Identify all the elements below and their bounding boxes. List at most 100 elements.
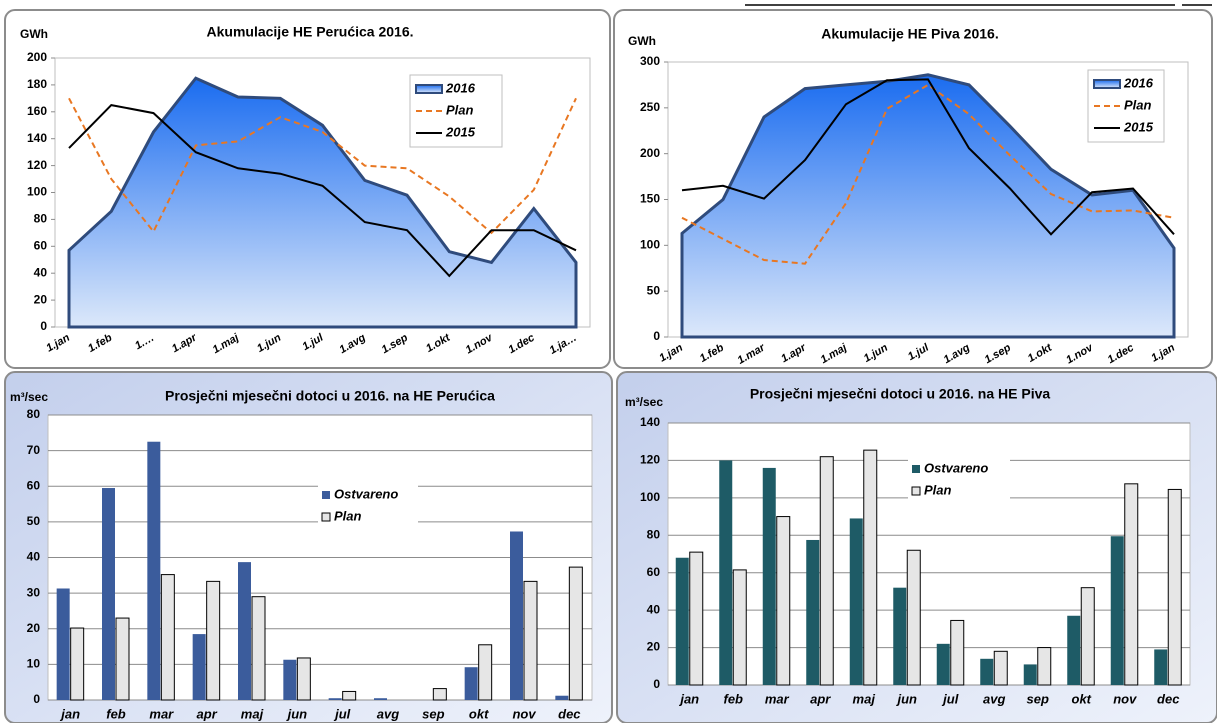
y-tick-label: 20	[27, 621, 41, 635]
bar	[1124, 483, 1139, 686]
x-tick-label: maj	[241, 706, 264, 721]
bar	[1080, 587, 1095, 686]
x-tick-label: okt	[469, 706, 489, 721]
x-tick-label: maj	[853, 691, 876, 706]
y-tick-label: 150	[640, 192, 660, 206]
y-tick-label: 80	[647, 527, 661, 541]
bar	[863, 449, 878, 686]
y-tick-label: 40	[34, 265, 48, 279]
legend-box	[318, 481, 418, 531]
bar	[342, 690, 357, 701]
y-tick-label: 200	[640, 146, 660, 160]
bar	[374, 698, 387, 700]
bar	[56, 588, 70, 700]
legend-box	[908, 455, 1010, 505]
bar	[115, 617, 130, 701]
bar	[523, 580, 538, 701]
bar	[192, 634, 206, 700]
bar	[251, 596, 266, 701]
x-tick-label: mar	[149, 706, 174, 721]
bar	[1154, 649, 1168, 685]
y-tick-label: 100	[640, 490, 660, 504]
y-axis-unit: m³/sec	[625, 395, 663, 409]
legend-label: Plan	[334, 508, 362, 523]
y-tick-label: 0	[33, 692, 40, 706]
bar	[70, 627, 85, 701]
legend-swatch	[415, 84, 443, 94]
x-tick-label: mar	[765, 691, 790, 706]
x-tick-label: nov	[1113, 691, 1137, 706]
y-axis-unit: m³/sec	[10, 390, 48, 404]
legend-label: Ostvareno	[334, 486, 398, 501]
chart-title: Akumulacije HE Perućica 2016.	[207, 24, 414, 40]
bar	[510, 531, 523, 700]
y-tick-label: 100	[640, 238, 660, 252]
legend-swatch	[321, 512, 331, 522]
y-tick-label: 0	[40, 319, 47, 333]
legend-label: 2016	[445, 80, 476, 95]
bar	[432, 688, 447, 701]
chart-title: Akumulacije HE Piva 2016.	[821, 26, 998, 42]
bar	[993, 650, 1008, 686]
bar	[478, 644, 493, 701]
y-tick-label: 300	[640, 54, 660, 68]
bar	[776, 516, 791, 686]
bar	[1167, 488, 1182, 686]
bar	[283, 659, 297, 700]
x-tick-label: jul	[941, 691, 959, 706]
bar	[936, 643, 950, 685]
y-tick-label: 0	[653, 677, 660, 691]
bar	[568, 566, 583, 701]
y-tick-label: 140	[640, 415, 660, 429]
y-tick-label: 80	[34, 212, 48, 226]
legend-label: 2015	[445, 124, 476, 139]
y-tick-label: 60	[27, 478, 41, 492]
line	[681, 78, 1175, 236]
y-tick-label: 120	[640, 453, 660, 467]
bar	[328, 698, 342, 700]
y-axis-unit: GWh	[20, 27, 48, 41]
bar	[1110, 536, 1124, 685]
bar	[950, 619, 965, 686]
bar	[849, 518, 863, 685]
x-tick-label: dec	[558, 706, 581, 721]
bar	[719, 460, 733, 685]
bar	[296, 657, 311, 701]
bar	[980, 658, 994, 685]
y-tick-label: 10	[27, 657, 41, 671]
x-tick-label: apr	[810, 691, 831, 706]
line	[681, 83, 1175, 265]
x-tick-label: sep	[422, 706, 444, 721]
y-tick-label: 60	[647, 565, 661, 579]
x-tick-label: jan	[678, 691, 699, 706]
bar	[675, 557, 689, 685]
legend-swatch	[322, 491, 330, 499]
y-tick-label: 70	[27, 443, 41, 457]
area	[680, 73, 1176, 339]
bar	[893, 587, 907, 685]
line	[68, 104, 577, 278]
bar	[160, 574, 175, 701]
x-tick-label: feb	[106, 706, 126, 721]
y-tick-label: 50	[647, 283, 661, 297]
legend-label: Plan	[924, 482, 952, 497]
x-tick-label: avg	[983, 691, 1005, 706]
bar	[732, 569, 747, 686]
bar	[806, 539, 820, 685]
bar	[906, 549, 921, 686]
x-tick-label: avg	[377, 706, 399, 721]
bar	[819, 456, 834, 686]
legend-swatch	[911, 486, 921, 496]
bar	[555, 695, 569, 700]
x-tick-label: okt	[1072, 691, 1092, 706]
x-tick-label: nov	[512, 706, 536, 721]
y-tick-label: 200	[27, 50, 47, 64]
bar	[762, 467, 776, 685]
y-tick-label: 100	[27, 185, 47, 199]
bar	[206, 580, 221, 701]
bar	[464, 667, 478, 700]
y-tick-label: 80	[27, 407, 41, 421]
y-tick-label: 140	[27, 131, 47, 145]
y-tick-label: 20	[647, 640, 661, 654]
